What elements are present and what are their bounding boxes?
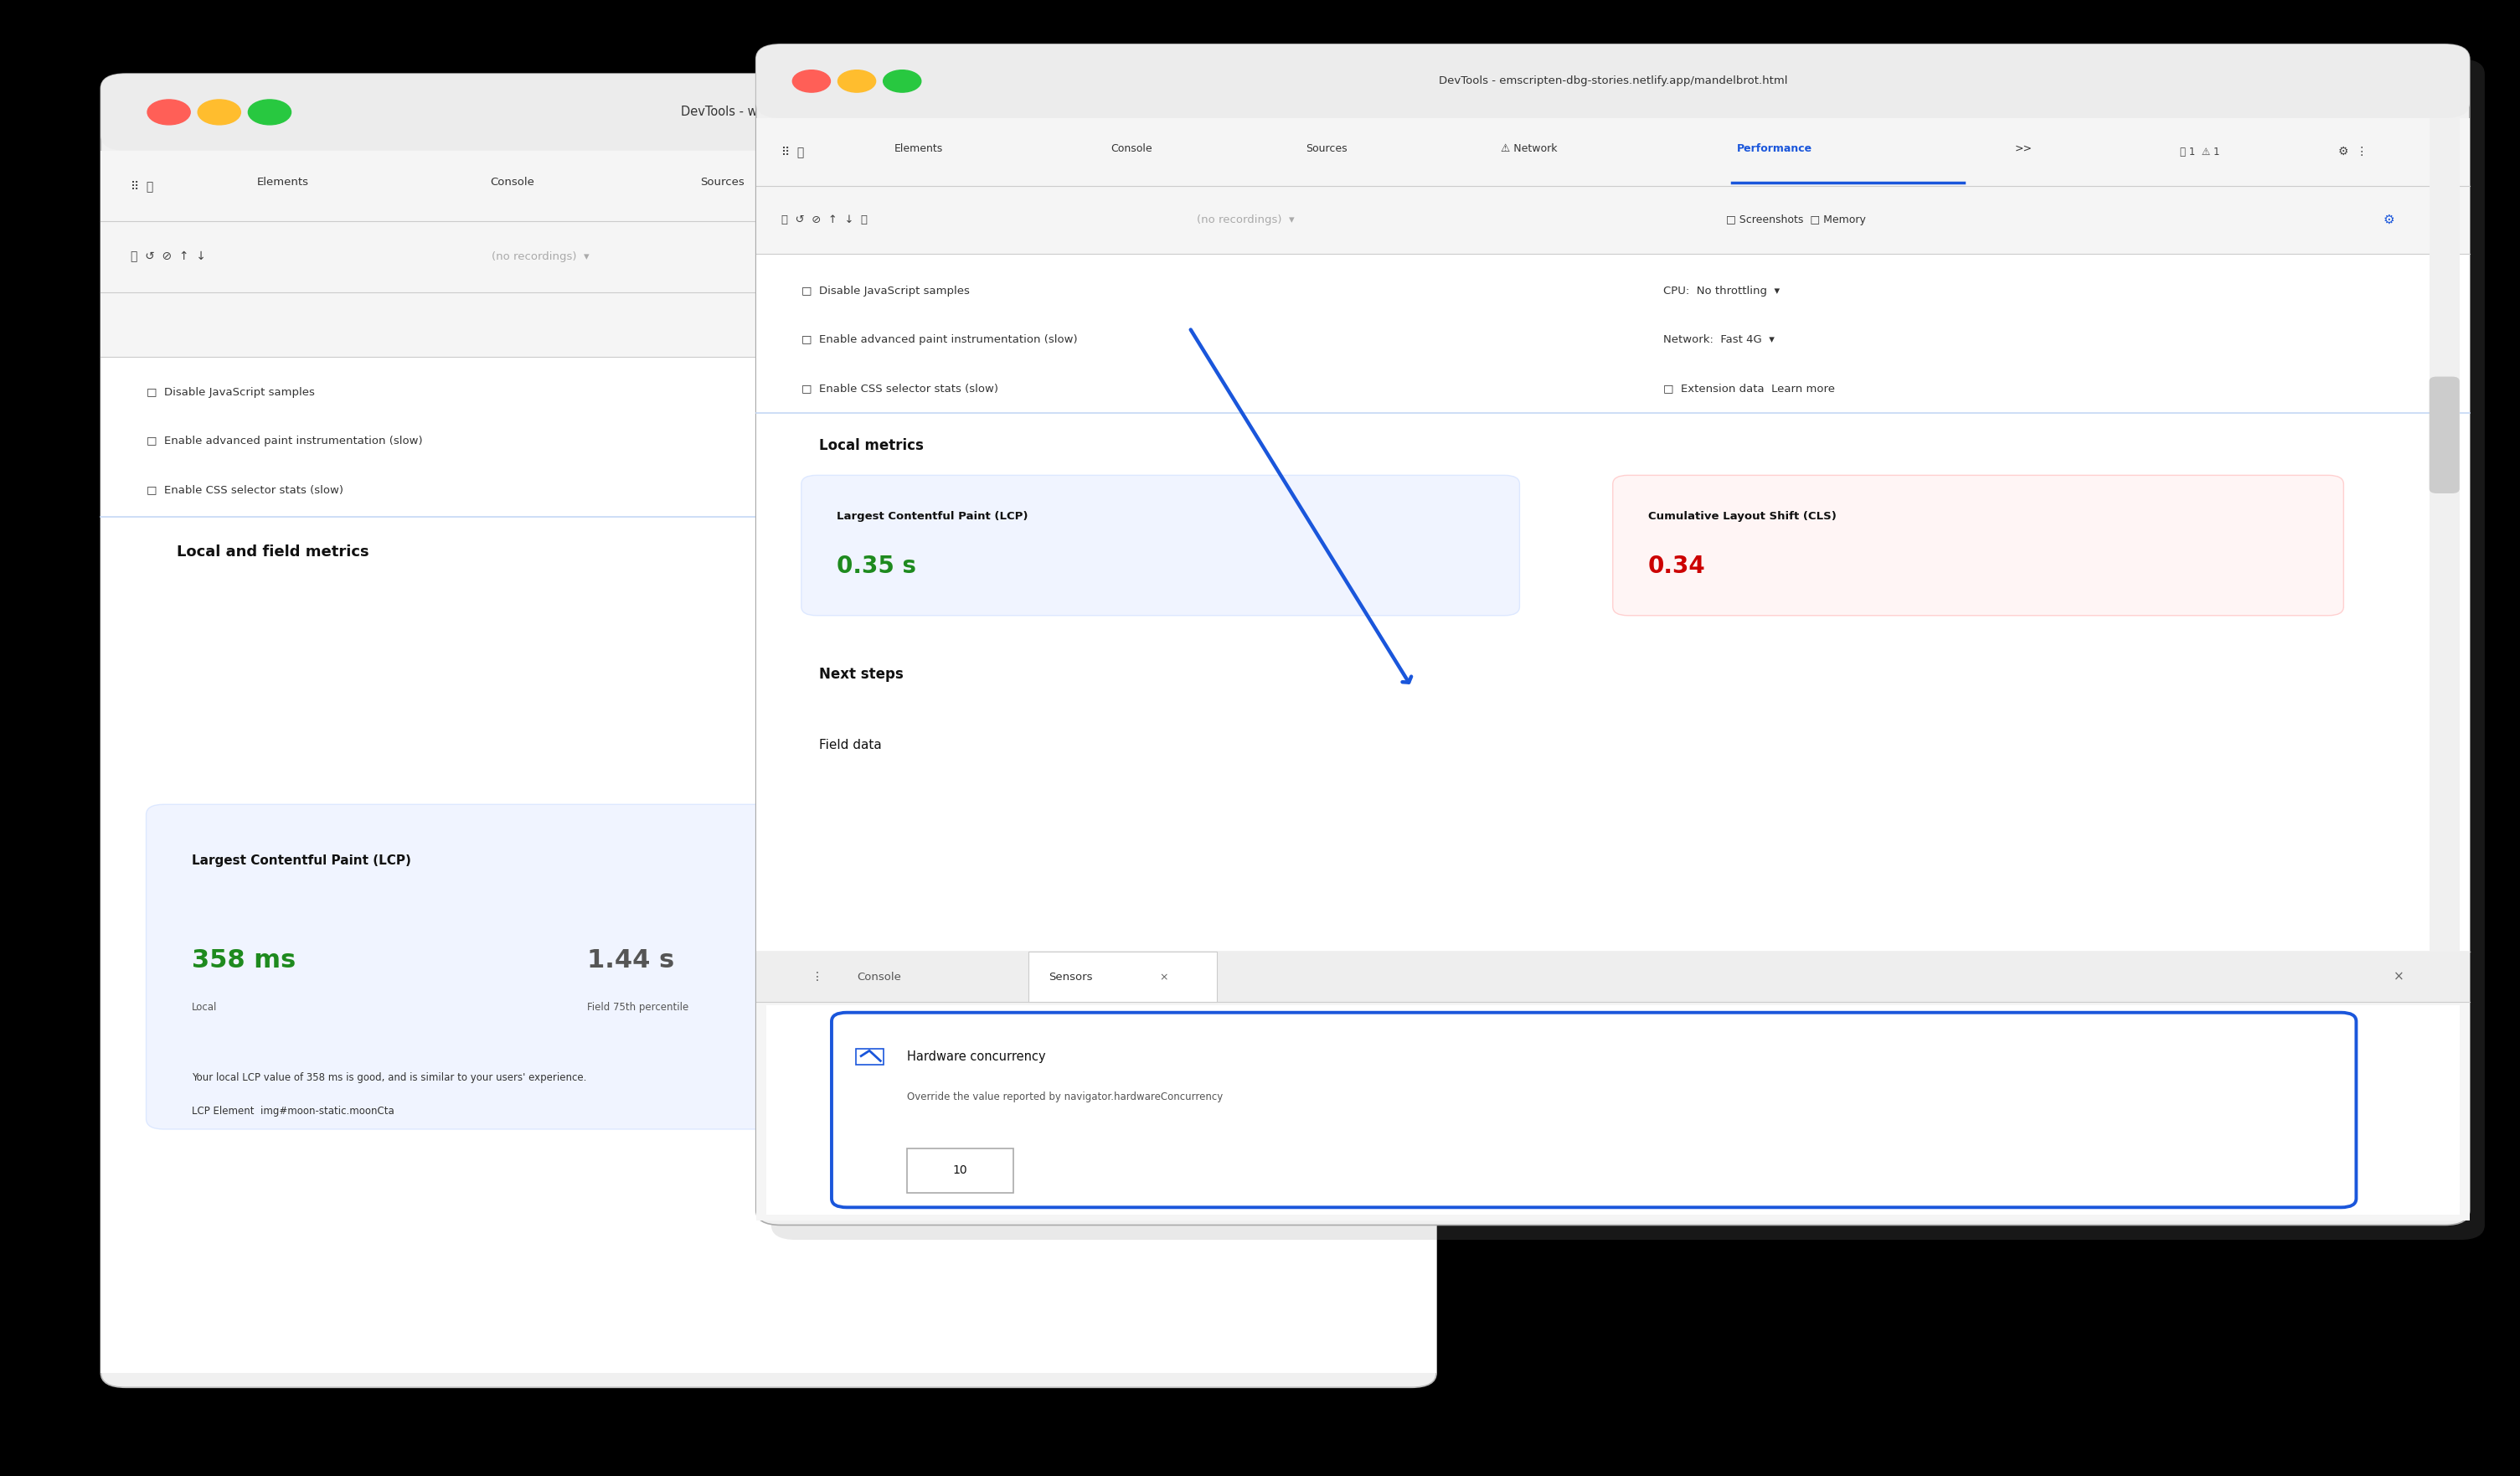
Text: ⋮: ⋮ — [811, 971, 824, 983]
Text: □  Enable advanced paint instrumentation (slow): □ Enable advanced paint instrumentation … — [801, 334, 1079, 345]
Text: Override the value reported by navigator.hardwareConcurrency: Override the value reported by navigator… — [907, 1091, 1222, 1103]
FancyBboxPatch shape — [756, 952, 2470, 1002]
Text: >>: >> — [2013, 143, 2031, 154]
FancyBboxPatch shape — [756, 254, 2470, 952]
FancyBboxPatch shape — [101, 74, 1436, 151]
Bar — [791, 317, 822, 334]
FancyBboxPatch shape — [907, 1148, 1013, 1193]
Text: Elements: Elements — [257, 177, 310, 187]
FancyBboxPatch shape — [2429, 376, 2460, 493]
FancyBboxPatch shape — [101, 292, 1436, 357]
Text: ⚠ Network: ⚠ Network — [1499, 143, 1557, 154]
Text: Local metrics: Local metrics — [819, 438, 925, 453]
Text: Next steps: Next steps — [819, 667, 902, 682]
Text: Network:  No throttling  ▾: Network: No throttling ▾ — [869, 435, 1011, 447]
Text: Field data: Field data — [819, 739, 882, 751]
Text: □  Disable JavaScript samples: □ Disable JavaScript samples — [801, 285, 970, 297]
Text: 0.34: 0.34 — [1648, 555, 1706, 579]
Text: Console: Console — [489, 177, 534, 187]
Text: ⏺  ↺  ⊘  ↑  ↓: ⏺ ↺ ⊘ ↑ ↓ — [131, 251, 207, 263]
Text: □  Extension data  Learn more: □ Extension data Learn more — [1663, 382, 1835, 394]
Text: ×: × — [1159, 971, 1167, 983]
FancyBboxPatch shape — [101, 74, 1436, 1387]
FancyBboxPatch shape — [101, 357, 1436, 1373]
Text: □  Enable advanced paint instrumentation (slow): □ Enable advanced paint instrumentation … — [146, 435, 423, 447]
Circle shape — [249, 100, 292, 125]
FancyBboxPatch shape — [2429, 118, 2460, 952]
FancyBboxPatch shape — [1613, 475, 2344, 615]
Text: LCP Element  img#moon-static.moonCta: LCP Element img#moon-static.moonCta — [192, 1106, 393, 1117]
Text: Application: Application — [1610, 177, 1673, 187]
Text: Performance: Performance — [1121, 177, 1202, 187]
Text: ×: × — [2394, 971, 2404, 983]
Text: Largest Contentful Paint (LCP): Largest Contentful Paint (LCP) — [837, 511, 1028, 523]
FancyBboxPatch shape — [832, 1013, 2356, 1207]
Text: □  Enable CSS selector stats (slow): □ Enable CSS selector stats (slow) — [146, 484, 343, 496]
FancyBboxPatch shape — [766, 1005, 2460, 1215]
FancyBboxPatch shape — [756, 952, 2470, 1221]
Text: Field 75th percentile: Field 75th percentile — [587, 1002, 688, 1013]
Text: Sensors: Sensors — [1048, 971, 1091, 983]
Text: ⏺  ↺  ⊘  ↑  ↓  🏠: ⏺ ↺ ⊘ ↑ ↓ 🏠 — [781, 214, 867, 226]
Text: Hardware concurrency: Hardware concurrency — [907, 1051, 1046, 1063]
Text: □ Screenshots   □ Memory: □ Screenshots □ Memory — [945, 251, 1089, 263]
Text: Network: Network — [912, 177, 958, 187]
Text: ⚙: ⚙ — [2384, 214, 2394, 226]
Text: 358 ms: 358 ms — [192, 948, 295, 973]
FancyBboxPatch shape — [756, 186, 2470, 254]
Text: ⠿  ⬜: ⠿ ⬜ — [131, 180, 154, 192]
FancyBboxPatch shape — [101, 221, 1436, 292]
Circle shape — [882, 69, 922, 92]
FancyBboxPatch shape — [1028, 952, 1217, 1002]
Text: ⚙  ⋮: ⚙ ⋮ — [2339, 146, 2369, 158]
Text: Sources: Sources — [1305, 143, 1346, 154]
Text: ⚙: ⚙ — [1351, 251, 1361, 263]
Text: ⠿  ⬜: ⠿ ⬜ — [781, 146, 804, 158]
Text: 10: 10 — [953, 1165, 968, 1176]
Bar — [854, 1049, 882, 1066]
Text: Network:  Fast 4G  ▾: Network: Fast 4G ▾ — [1663, 334, 1774, 345]
Text: □ Screenshots  □ Memory: □ Screenshots □ Memory — [1726, 214, 1865, 226]
Text: CPU:  No throttling  ▾: CPU: No throttling ▾ — [1663, 285, 1779, 297]
Text: Console: Console — [857, 971, 902, 983]
Text: Sources: Sources — [701, 177, 746, 187]
FancyBboxPatch shape — [101, 151, 1436, 221]
Text: Performance: Performance — [1736, 143, 1812, 154]
Text: □  Disable JavaScript samples: □ Disable JavaScript samples — [146, 387, 315, 399]
FancyBboxPatch shape — [756, 118, 2470, 186]
Text: 0.35 s: 0.35 s — [837, 555, 917, 579]
Text: 🔴 1  ⚠ 1: 🔴 1 ⚠ 1 — [2180, 146, 2220, 158]
Text: Cumulative Layout Shift (CLS): Cumulative Layout Shift (CLS) — [1648, 511, 1837, 523]
FancyBboxPatch shape — [756, 44, 2470, 118]
Text: (no recordings)  ▾: (no recordings) ▾ — [491, 251, 590, 263]
Text: 🔴 2  ⚠ 2  💬 3: 🔴 2 ⚠ 2 💬 3 — [1147, 180, 1207, 192]
FancyBboxPatch shape — [756, 44, 2470, 1225]
Text: Largest Contentful Paint (LCP): Largest Contentful Paint (LCP) — [192, 855, 411, 866]
Circle shape — [791, 69, 829, 92]
Text: □  Extension data: □ Extension data — [1046, 319, 1142, 331]
Text: >>: >> — [1910, 177, 1928, 187]
Text: DevTools - emscripten-dbg-stories.netlify.app/mandelbrot.html: DevTools - emscripten-dbg-stories.netlif… — [1439, 75, 1787, 87]
FancyBboxPatch shape — [776, 303, 1242, 348]
Text: Hardware concurrency  10: Hardware concurrency 10 — [834, 319, 983, 331]
Text: Local: Local — [192, 1002, 217, 1013]
Circle shape — [146, 100, 192, 125]
Text: ⚙  ⋮: ⚙ ⋮ — [1323, 180, 1353, 192]
Text: Local and field metrics: Local and field metrics — [176, 545, 368, 559]
Circle shape — [837, 69, 877, 92]
Text: Console: Console — [1111, 143, 1152, 154]
FancyBboxPatch shape — [146, 804, 1391, 1129]
Text: 1.44 s: 1.44 s — [587, 948, 675, 973]
Text: Elements: Elements — [895, 143, 942, 154]
FancyBboxPatch shape — [771, 59, 2485, 1240]
Text: Memory: Memory — [1421, 177, 1467, 187]
Circle shape — [197, 100, 242, 125]
Text: (no recordings)  ▾: (no recordings) ▾ — [1197, 214, 1295, 226]
FancyBboxPatch shape — [801, 475, 1520, 615]
Text: Your local LCP value of 358 ms is good, and is similar to your users' experience: Your local LCP value of 358 ms is good, … — [192, 1072, 587, 1083]
Text: CPU:  No throttling  ▾: CPU: No throttling ▾ — [869, 387, 985, 399]
Text: DevTools - www.google.com/: DevTools - www.google.com/ — [680, 106, 857, 118]
Text: □  Enable CSS selector stats (slow): □ Enable CSS selector stats (slow) — [801, 382, 998, 394]
